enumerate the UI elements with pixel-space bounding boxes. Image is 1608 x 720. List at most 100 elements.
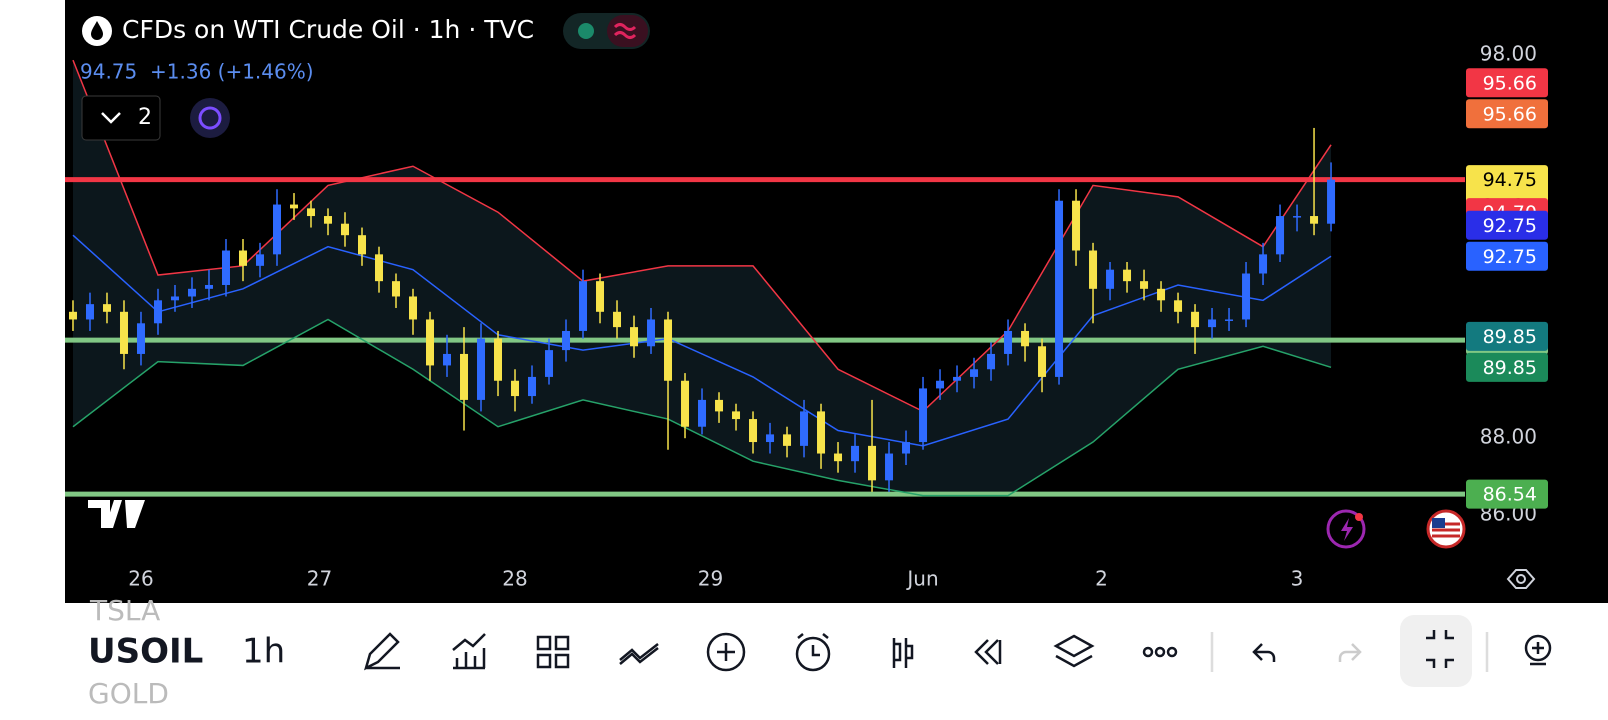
layers-icon[interactable]: [1053, 634, 1095, 668]
candle-body: [953, 376, 962, 381]
candle-body: [800, 411, 809, 446]
price-tag-label: 95.66: [1483, 72, 1537, 94]
alarm-icon[interactable]: [795, 636, 831, 672]
price-tag: [1466, 99, 1548, 129]
redo-icon[interactable]: [1338, 643, 1362, 662]
price-tag: [1466, 321, 1548, 351]
candle-body: [102, 304, 111, 312]
candle-body: [443, 353, 452, 366]
draw-icon[interactable]: [364, 632, 400, 671]
price-tag-label: 92.75: [1483, 246, 1537, 268]
compare-icon[interactable]: [619, 643, 659, 665]
candle-body: [579, 281, 588, 331]
candle-body: [613, 311, 622, 328]
candle-body: [409, 296, 418, 320]
watchlist-icon[interactable]: [1524, 634, 1552, 662]
undo-icon[interactable]: [1252, 643, 1276, 662]
candle-body: [885, 453, 894, 481]
candle-body: [341, 223, 349, 236]
candle-body: [153, 300, 162, 324]
price-tag-label: 89.85: [1483, 357, 1537, 379]
sync-button[interactable]: [190, 98, 230, 138]
chart-type-icon[interactable]: [892, 638, 914, 668]
layout-icon[interactable]: [536, 635, 570, 669]
x-tick-label: 29: [698, 567, 723, 591]
add-icon[interactable]: [706, 632, 746, 672]
candle-body: [1310, 216, 1319, 224]
candle-body: [255, 254, 264, 266]
candle-body: [85, 304, 94, 320]
x-tick-label: 26: [128, 567, 153, 591]
settings-icon[interactable]: [1506, 569, 1536, 589]
candle-body: [289, 204, 298, 209]
candle-body: [1072, 200, 1081, 251]
band-fill: [72, 60, 1332, 496]
plot: [65, 59, 1465, 497]
candle-body: [1276, 216, 1285, 255]
price-change: +1.36 (+1.46%): [150, 60, 314, 84]
candle-body: [1004, 330, 1013, 354]
symbol-prev[interactable]: TSLA: [89, 594, 160, 627]
logo: [88, 500, 145, 528]
drop-icon: [91, 21, 103, 40]
x-tick-label: 2: [1095, 567, 1108, 591]
candle-body: [1021, 330, 1030, 347]
candle-body: [1157, 288, 1166, 301]
price-tag-label: 95.66: [1483, 103, 1537, 125]
replay-icon[interactable]: [974, 639, 1002, 665]
symbol-current[interactable]: USOIL: [88, 632, 203, 672]
candle-body: [1174, 300, 1183, 312]
candle-body: [1123, 269, 1132, 282]
candle-body: [817, 411, 826, 454]
candle-body: [834, 453, 843, 462]
candle-body: [375, 254, 384, 282]
market-open-dot: [578, 23, 594, 39]
candle-body: [562, 330, 571, 351]
last-price: 94.75: [80, 60, 137, 84]
candle-body: [272, 204, 281, 255]
candle-body: [1055, 200, 1064, 377]
candle-body: [545, 350, 554, 377]
interval[interactable]: 1h: [242, 632, 285, 672]
band-line: [72, 59, 1332, 413]
y-tick-label: 88.00: [1480, 425, 1537, 449]
chevron: [101, 112, 121, 124]
x-tick-label: 3: [1291, 567, 1304, 591]
candle-body: [426, 319, 435, 366]
indicators-icon[interactable]: [452, 633, 486, 670]
candle-body: [970, 369, 979, 377]
alert-dot: [1355, 513, 1363, 521]
x-tick-label: 28: [502, 567, 527, 591]
candle-body: [732, 411, 741, 420]
collapse-icon: [1426, 630, 1454, 668]
candle-body: [902, 442, 911, 454]
candle-body: [1089, 250, 1098, 289]
candle-body: [1140, 281, 1149, 289]
candle-body: [749, 419, 758, 443]
candle-body: [1293, 216, 1302, 218]
candle-body: [323, 216, 332, 224]
symbol-next[interactable]: GOLD: [88, 677, 169, 710]
x-tick-label: Jun: [905, 567, 938, 591]
candle-body: [528, 376, 537, 397]
y-tick-label: 98.00: [1480, 42, 1537, 66]
candle-body: [204, 284, 213, 289]
candle-body: [851, 445, 860, 462]
candle-body: [1327, 179, 1336, 224]
sync-icon: [198, 106, 222, 130]
candle-body: [664, 319, 673, 381]
candle-body: [187, 288, 196, 297]
fullscreen-button[interactable]: [1400, 615, 1472, 687]
indicator-toggle[interactable]: [81, 95, 161, 141]
candle-body: [919, 388, 928, 443]
band-line: [72, 234, 1332, 447]
lightning-icon: [1341, 518, 1353, 541]
candle-body: [783, 434, 792, 446]
candle-body: [170, 296, 179, 301]
alert-button[interactable]: [1326, 509, 1366, 549]
candle-body: [647, 319, 656, 347]
candle-body: [494, 338, 503, 381]
price-tag-label: 86.54: [1483, 484, 1537, 506]
